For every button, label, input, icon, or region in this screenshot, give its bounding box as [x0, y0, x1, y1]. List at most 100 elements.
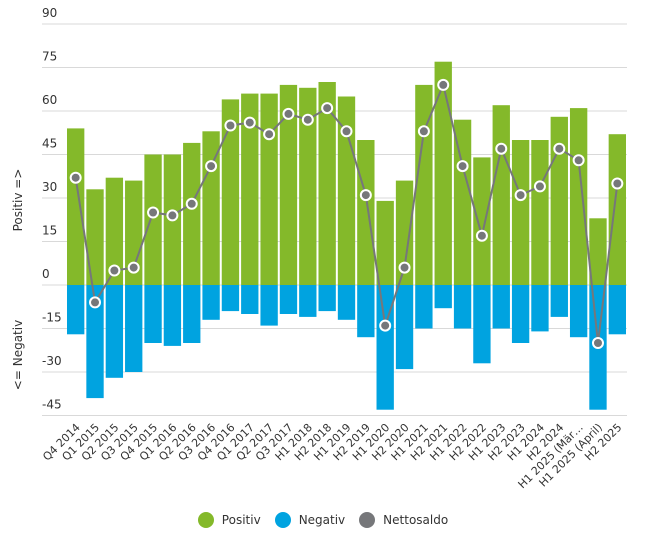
y-tick-label: 45 [42, 137, 57, 151]
bar-negativ [202, 285, 220, 320]
bar-negativ [279, 285, 298, 314]
bar-positiv [531, 140, 549, 285]
bar-positiv [569, 108, 588, 285]
bar-negativ [608, 285, 626, 335]
bar-negativ [492, 285, 510, 329]
net-point [495, 142, 508, 155]
bar-negativ [183, 285, 201, 343]
bar-positiv [318, 82, 336, 285]
legend-label-nettosaldo: Nettosaldo [383, 513, 449, 527]
bar-positiv [453, 119, 472, 285]
net-point [243, 116, 256, 129]
bar-positiv [511, 140, 530, 285]
net-point [282, 107, 295, 120]
net-point [572, 154, 585, 167]
bar-negativ [125, 285, 143, 372]
net-point [591, 337, 604, 349]
bar-positiv [550, 116, 568, 285]
bar-positiv [608, 134, 626, 285]
bar-negativ [376, 285, 394, 410]
bar-negativ [67, 285, 85, 335]
net-point [263, 128, 276, 141]
bar-negativ [569, 285, 588, 338]
net-point [533, 180, 546, 193]
net-point [456, 160, 469, 173]
legend-item-nettosaldo[interactable]: Nettosaldo [359, 512, 448, 528]
bar-positiv [279, 84, 298, 286]
net-point [340, 125, 353, 138]
y-axis-title-negative: <= Negativ [11, 320, 25, 390]
bar-positiv [86, 189, 104, 285]
net-point [185, 197, 198, 210]
bar-negativ [144, 285, 162, 343]
net-point [611, 177, 624, 190]
net-point [359, 189, 372, 202]
net-point [321, 102, 334, 115]
bar-positiv [260, 93, 278, 285]
net-point [379, 319, 392, 332]
legend-item-negativ[interactable]: Negativ [274, 512, 346, 528]
bars [67, 61, 626, 410]
net-point [437, 78, 450, 91]
bar-negativ [395, 285, 414, 370]
net-point [553, 142, 566, 155]
bar-negativ [299, 285, 317, 317]
net-point [398, 261, 411, 274]
bar-positiv [183, 142, 201, 285]
legend-marker-negativ [274, 512, 291, 528]
bar-negativ [453, 285, 472, 329]
bar-positiv [125, 180, 143, 285]
legend-label-negativ: Negativ [298, 513, 346, 527]
net-point [514, 189, 527, 202]
bar-negativ [531, 285, 549, 332]
bar-negativ [163, 285, 182, 346]
bar-positiv [395, 180, 414, 285]
bar-positiv [473, 157, 491, 285]
net-point [475, 229, 488, 242]
bar-negativ [318, 285, 336, 312]
net-line [69, 78, 624, 349]
y-axis-ticks: 90 75 60 45 30 15 0 -15 -30 -45 [42, 6, 62, 412]
bar-positiv [299, 87, 317, 285]
bar-positiv [376, 200, 394, 285]
bar-negativ [105, 285, 124, 378]
bar-positiv [589, 218, 607, 285]
bar-negativ [241, 285, 259, 314]
bar-positiv [105, 177, 124, 285]
legend-item-positiv[interactable]: Positiv [197, 512, 261, 528]
y-tick-label: -15 [42, 311, 62, 325]
net-point [224, 119, 237, 132]
bar-negativ [86, 285, 104, 399]
legend-marker-nettosaldo [359, 512, 376, 528]
bar-positiv [221, 99, 240, 286]
net-point [166, 209, 179, 222]
y-tick-label: -30 [42, 354, 62, 368]
bar-positiv [241, 93, 259, 285]
bar-negativ [473, 285, 491, 364]
y-tick-label: 0 [42, 267, 50, 281]
bar-negativ [337, 285, 356, 320]
bar-negativ [221, 285, 240, 312]
bar-positiv [434, 61, 452, 286]
net-point [69, 171, 82, 184]
bar-negativ [260, 285, 278, 326]
bar-positiv [357, 140, 375, 285]
bar-positiv [144, 154, 162, 285]
y-tick-label: 30 [42, 180, 57, 194]
y-tick-label: 75 [42, 50, 57, 64]
bar-negativ [434, 285, 452, 309]
legend-label-positiv: Positiv [221, 513, 261, 527]
y-tick-label: 15 [42, 224, 57, 238]
bar-negativ [357, 285, 375, 338]
y-tick-label: -45 [42, 398, 62, 412]
net-point [301, 113, 314, 126]
legend: Positiv Negativ Nettosaldo [0, 512, 646, 528]
bar-positiv [67, 128, 85, 285]
net-point [127, 261, 140, 274]
net-point [147, 206, 160, 219]
net-point [205, 160, 218, 173]
y-tick-label: 60 [42, 93, 57, 107]
y-axis-title-positive: Positiv => [11, 169, 25, 232]
